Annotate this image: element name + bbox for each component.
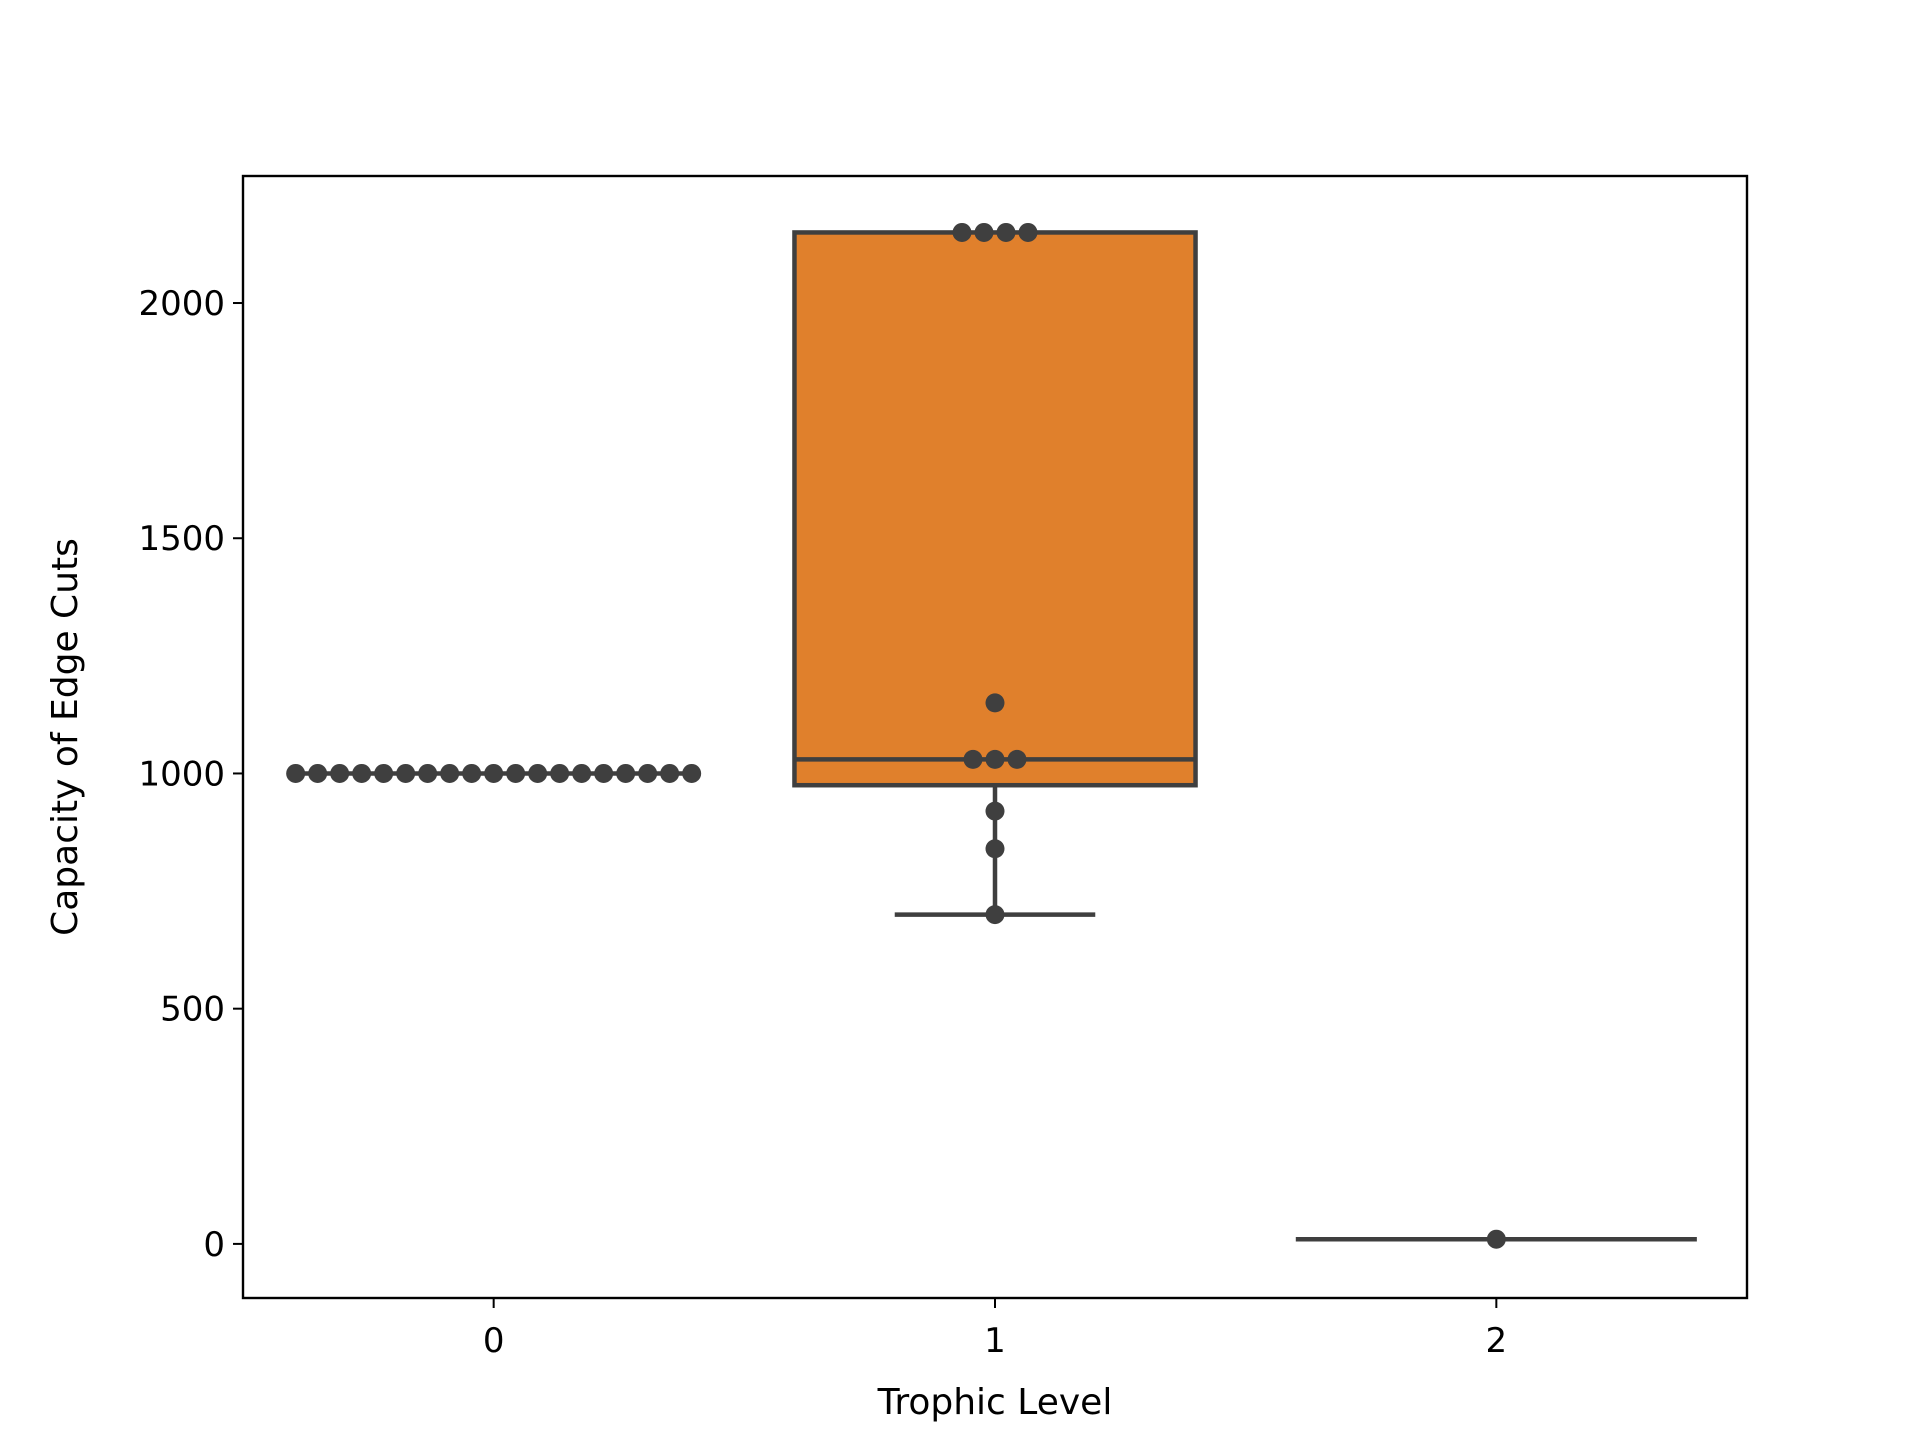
data-point: [462, 763, 482, 783]
y-tick-label: 0: [203, 1225, 225, 1265]
data-point: [974, 222, 994, 242]
y-tick-label: 1000: [138, 754, 225, 794]
data-point: [638, 763, 658, 783]
data-point: [528, 763, 548, 783]
y-axis: 0 500 1000 1500 2000: [138, 284, 243, 1265]
data-point: [1018, 222, 1038, 242]
data-point: [1486, 1229, 1506, 1249]
x-tick-label: 0: [483, 1321, 505, 1361]
data-point: [594, 763, 614, 783]
data-point: [352, 763, 372, 783]
data-point: [660, 763, 680, 783]
data-point: [1007, 749, 1027, 769]
x-axis-label: Trophic Level: [877, 1382, 1113, 1423]
data-point: [985, 839, 1005, 859]
data-point: [616, 763, 636, 783]
data-point: [484, 763, 504, 783]
data-point: [330, 763, 350, 783]
points-layer: [286, 222, 1506, 1249]
data-point: [506, 763, 526, 783]
data-point: [308, 763, 328, 783]
data-point: [952, 222, 972, 242]
x-tick-label: 1: [984, 1321, 1006, 1361]
data-point: [985, 749, 1005, 769]
y-tick-label: 1500: [138, 519, 225, 559]
y-axis-label: Capacity of Edge Cuts: [45, 538, 86, 936]
data-point: [396, 763, 416, 783]
data-point: [440, 763, 460, 783]
data-point: [963, 749, 983, 769]
data-point: [550, 763, 570, 783]
box-group-1: [792, 230, 1198, 917]
y-tick-label: 500: [160, 990, 225, 1030]
y-tick-label: 2000: [138, 284, 225, 324]
box-body: [792, 230, 1198, 788]
data-point: [996, 222, 1016, 242]
data-point: [985, 905, 1005, 925]
data-point: [572, 763, 592, 783]
x-axis: 0 1 2: [483, 1298, 1507, 1361]
data-point: [682, 763, 702, 783]
data-point: [374, 763, 394, 783]
data-point: [286, 763, 306, 783]
data-point: [985, 693, 1005, 713]
data-point: [418, 763, 438, 783]
boxes-layer: [293, 230, 1697, 1242]
x-tick-label: 2: [1486, 1321, 1508, 1361]
data-point: [985, 801, 1005, 821]
